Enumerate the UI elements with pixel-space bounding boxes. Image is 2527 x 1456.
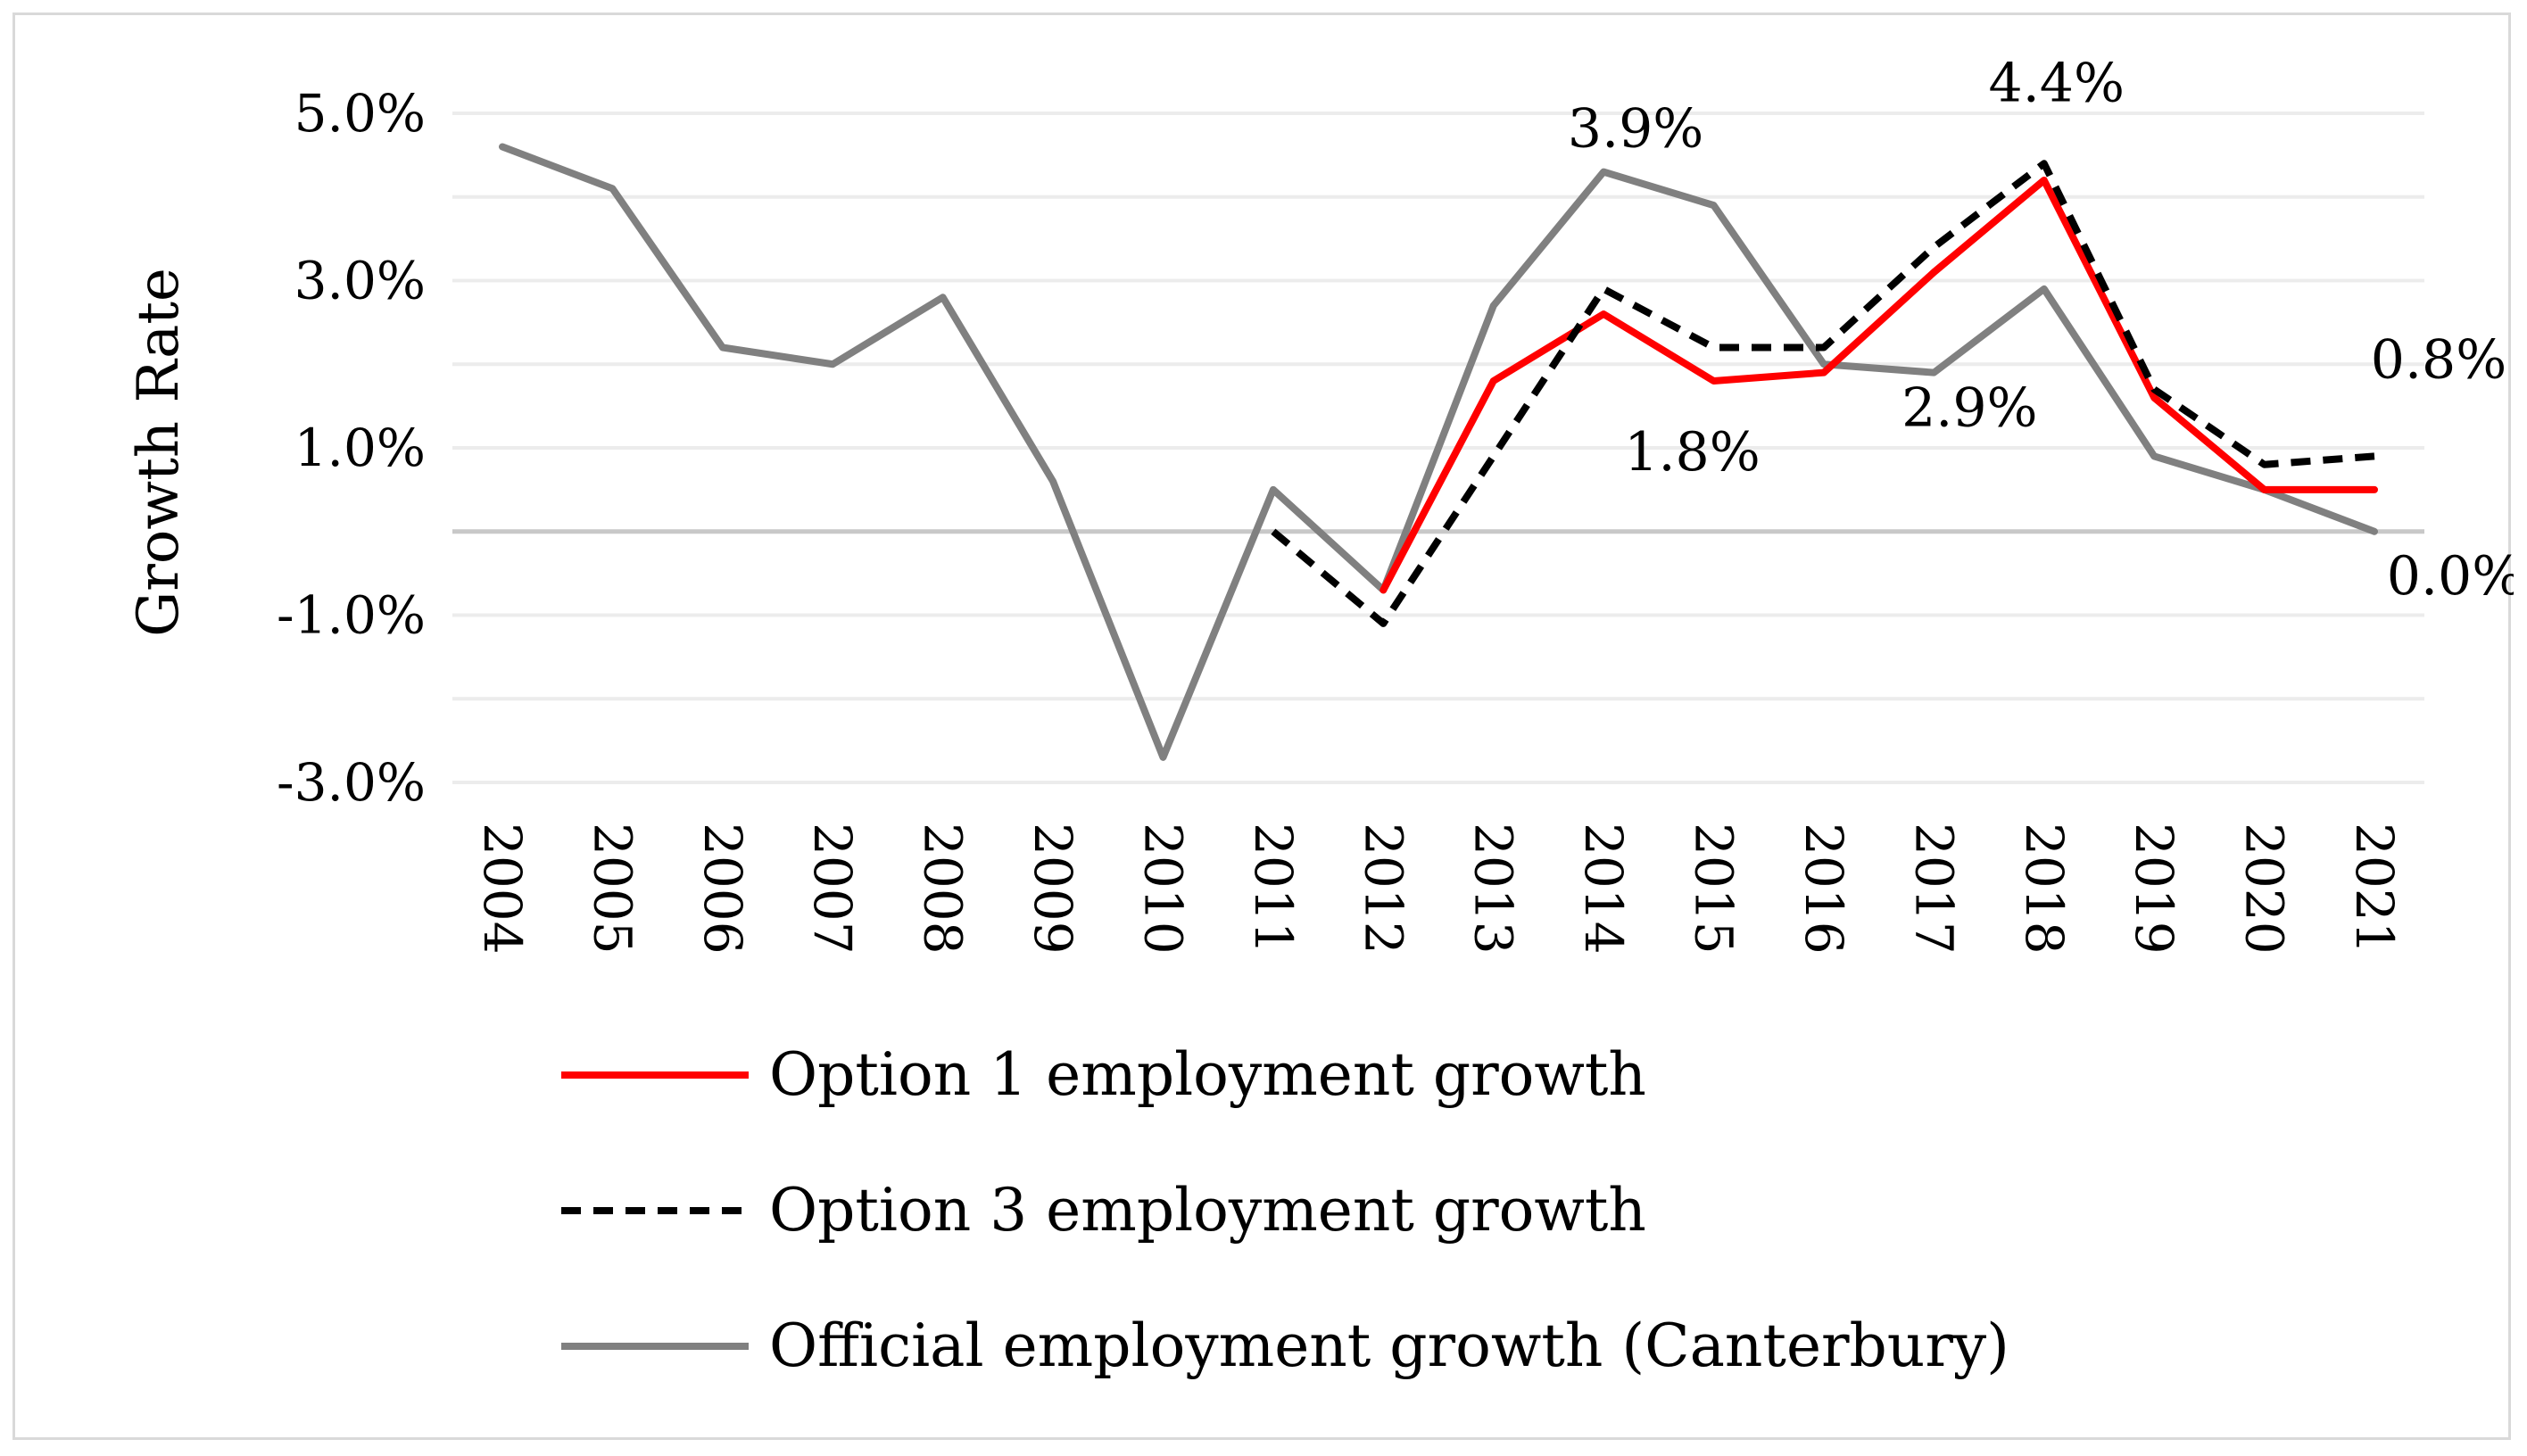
data-label: 0.0% <box>2387 545 2514 608</box>
y-tick-label: 3.0% <box>294 251 426 311</box>
x-tick-label: 2011 <box>1243 823 1304 955</box>
legend-label: Official employment growth (Canterbury) <box>769 1311 2009 1380</box>
y-tick-labels: 5.0% 3.0% 1.0% -1.0% -3.0% <box>277 83 426 813</box>
line-chart: 5.0%3.0%1.0%-1.0%-3.0% 2004 2005 2006 2007 2… <box>126 52 2514 1380</box>
x-tick-label: 2008 <box>913 823 974 955</box>
x-tick-label: 2005 <box>582 823 642 955</box>
x-tick-label: 2020 <box>2234 823 2295 955</box>
x-tick-label: 2016 <box>1794 823 1854 955</box>
data-label: 1.8% <box>1624 421 1760 484</box>
data-label: 0.8% <box>2371 328 2506 391</box>
y-tick-label: 5.0% <box>294 83 426 144</box>
x-tick-label: 2017 <box>1903 823 1964 955</box>
data-annotations: 3.9% 4.4% 1.8% 2.9% 0.8% 0.0% <box>1568 52 2514 608</box>
y-tick-label: 1.0% <box>294 418 426 478</box>
data-label: 2.9% <box>1901 377 2037 440</box>
data-label: 3.9% <box>1568 98 1703 161</box>
series-line-option-3-employment-growth <box>1271 160 2375 627</box>
x-tick-label: 2013 <box>1463 823 1524 955</box>
chart-frame: 5.0% 3.0% 1.0% -1.0% -3.0% 2004 2005 2006 2007 2… <box>12 12 2514 1440</box>
x-tick-label: 2010 <box>1132 823 1193 955</box>
data-label: 4.4% <box>1989 52 2125 114</box>
x-tick-label: 2006 <box>692 823 753 955</box>
series-line-option-1-employment-growth <box>1379 177 2378 594</box>
x-tick-label: 2009 <box>1023 823 1083 955</box>
legend-label: Option 1 employment growth <box>769 1040 1646 1109</box>
y-tick-label: -3.0% <box>277 752 426 813</box>
y-axis-title: Growth Rate <box>126 268 192 637</box>
x-tick-label: 2021 <box>2344 823 2405 955</box>
x-tick-label: 2004 <box>472 823 533 955</box>
legend: Option 1 employment growth Option 3 emplo… <box>561 1040 2009 1380</box>
x-tick-label: 2012 <box>1353 823 1413 955</box>
x-tick-label: 2007 <box>802 823 863 955</box>
series-line-official-employment-growth-canterbury <box>499 143 2378 761</box>
x-tick-label: 2014 <box>1573 823 1634 955</box>
x-tick-label: 2018 <box>2014 823 2075 955</box>
x-tick-label: 2015 <box>1684 823 1744 955</box>
x-tick-label: 2019 <box>2124 823 2184 955</box>
series-lines <box>499 143 2378 761</box>
y-tick-label: -1.0% <box>277 585 426 646</box>
x-tick-labels: 2004 2005 2006 2007 2008 2009 2010 2011 2012 2013… <box>472 823 2405 955</box>
legend-label: Option 3 employment growth <box>769 1176 1646 1245</box>
